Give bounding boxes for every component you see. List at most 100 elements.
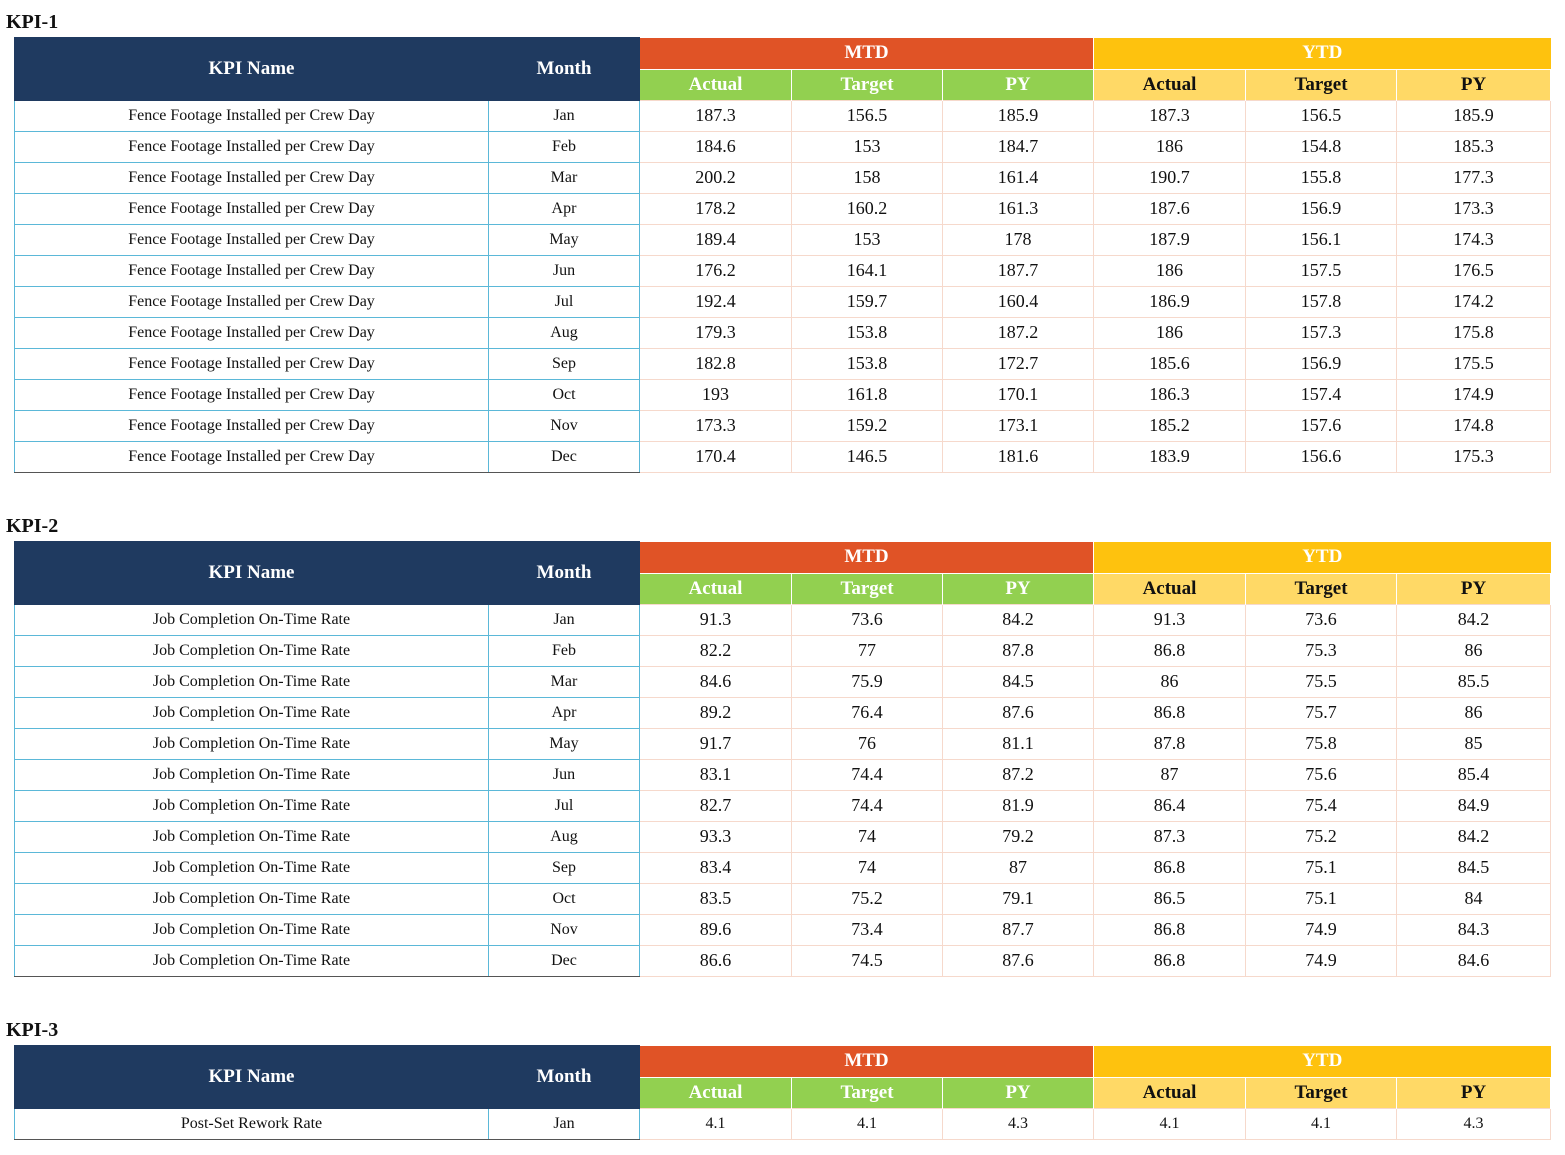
mtd-py-cell: 172.7	[942, 347, 1094, 380]
table-row: Job Completion On-Time Rate Dec 86.6 74.5 87…	[14, 944, 1552, 977]
mtd-py-cell: 161.4	[942, 161, 1094, 194]
ytd-actual-cell: 186	[1093, 316, 1246, 349]
ytd-actual-cell: 86.8	[1093, 851, 1246, 884]
mtd-target-cell: 76	[791, 727, 943, 760]
ytd-actual-cell: 86.4	[1093, 789, 1246, 822]
table-row: Fence Footage Installed per Crew Day Oct 1…	[14, 378, 1552, 411]
mtd-actual-cell: 192.4	[639, 285, 792, 318]
mtd-actual-cell: 178.2	[639, 192, 792, 225]
ytd-target-cell: 157.8	[1245, 285, 1397, 318]
mtd-target-cell: 153	[791, 130, 943, 163]
mtd-py-cell: 84.2	[942, 603, 1094, 636]
mtd-actual-cell: 83.5	[639, 882, 792, 915]
month-cell: Jul	[488, 285, 640, 318]
ytd-actual-cell: 190.7	[1093, 161, 1246, 194]
table-row: Post-Set Rework Rate Jan 4.1 4.1 4.3 4.1 4.1 4.…	[14, 1107, 1552, 1140]
month-cell: May	[488, 727, 640, 760]
mtd-py-cell: 178	[942, 223, 1094, 256]
kpi-name-cell: Fence Footage Installed per Crew Day	[14, 440, 489, 473]
ytd-py-cell: 174.3	[1395, 223, 1552, 256]
kpi-table: KPI Name Month MTD YTD Actual Target PY Actual T…	[14, 37, 1552, 473]
month-header: Month	[488, 541, 640, 605]
ytd-actual-cell: 186	[1093, 130, 1246, 163]
ytd-py-cell: 84	[1395, 882, 1552, 915]
mtd-py-cell: 87.2	[942, 758, 1094, 791]
month-cell: Feb	[488, 130, 640, 163]
mtd-actual-cell: 83.1	[639, 758, 792, 791]
ytd-target-cell: 75.8	[1245, 727, 1397, 760]
ytd-target-cell: 157.3	[1245, 316, 1397, 349]
mtd-target-cell: 76.4	[791, 696, 943, 729]
kpi-name-cell: Job Completion On-Time Rate	[14, 944, 489, 977]
ytd-target-cell: 74.9	[1245, 913, 1397, 946]
mtd-actual-header: Actual	[639, 572, 792, 604]
month-cell: Mar	[488, 161, 640, 194]
month-cell: Nov	[488, 913, 640, 946]
kpi-name-header: KPI Name	[14, 37, 489, 101]
ytd-target-header: Target	[1245, 1076, 1397, 1108]
mtd-target-cell: 73.4	[791, 913, 943, 946]
month-cell: Mar	[488, 665, 640, 698]
mtd-actual-cell: 4.1	[639, 1107, 792, 1140]
mtd-actual-cell: 91.7	[639, 727, 792, 760]
month-cell: Jan	[488, 603, 640, 636]
ytd-target-cell: 75.1	[1245, 882, 1397, 915]
mtd-py-header: PY	[942, 572, 1094, 604]
mtd-py-cell: 87.7	[942, 913, 1094, 946]
table-row: Fence Footage Installed per Crew Day May 1…	[14, 223, 1552, 256]
ytd-py-cell: 84.5	[1395, 851, 1552, 884]
table-row: Fence Footage Installed per Crew Day Sep 1…	[14, 347, 1552, 380]
month-header: Month	[488, 1045, 640, 1109]
mtd-target-cell: 74	[791, 851, 943, 884]
ytd-py-cell: 177.3	[1395, 161, 1552, 194]
mtd-py-cell: 4.3	[942, 1107, 1094, 1140]
kpi-table: KPI Name Month MTD YTD Actual Target PY Actual T…	[14, 541, 1552, 977]
ytd-actual-cell: 186	[1093, 254, 1246, 287]
mtd-target-cell: 74.5	[791, 944, 943, 977]
mtd-py-cell: 81.9	[942, 789, 1094, 822]
ytd-target-cell: 4.1	[1245, 1107, 1397, 1140]
ytd-target-cell: 75.1	[1245, 851, 1397, 884]
mtd-target-cell: 74.4	[791, 789, 943, 822]
kpi-name-cell: Job Completion On-Time Rate	[14, 882, 489, 915]
ytd-actual-cell: 86.8	[1093, 696, 1246, 729]
table-row: Job Completion On-Time Rate Mar 84.6 75.9 84…	[14, 665, 1552, 698]
mtd-target-header: Target	[791, 68, 943, 100]
kpi-name-cell: Fence Footage Installed per Crew Day	[14, 347, 489, 380]
kpi-table: KPI Name Month MTD YTD Actual Target PY Actual T…	[14, 1045, 1552, 1140]
table-row: Job Completion On-Time Rate Jul 82.7 74.4 81…	[14, 789, 1552, 822]
month-header: Month	[488, 37, 640, 101]
kpi-name-cell: Fence Footage Installed per Crew Day	[14, 130, 489, 163]
mtd-actual-cell: 91.3	[639, 603, 792, 636]
mtd-target-cell: 153.8	[791, 347, 943, 380]
kpi-title: KPI-2	[6, 515, 59, 537]
mtd-py-header: PY	[942, 1076, 1094, 1108]
ytd-py-cell: 185.9	[1395, 99, 1552, 132]
ytd-py-header: PY	[1396, 68, 1552, 100]
ytd-target-cell: 75.6	[1245, 758, 1397, 791]
table-row: Job Completion On-Time Rate Jan 91.3 73.6 84…	[14, 603, 1552, 636]
mtd-target-cell: 74.4	[791, 758, 943, 791]
month-cell: Oct	[488, 882, 640, 915]
ytd-py-cell: 173.3	[1395, 192, 1552, 225]
mtd-py-cell: 79.2	[942, 820, 1094, 853]
mtd-py-cell: 84.5	[942, 665, 1094, 698]
kpi-name-cell: Post-Set Rework Rate	[14, 1107, 489, 1140]
table-row: Job Completion On-Time Rate Oct 83.5 75.2 79…	[14, 882, 1552, 915]
ytd-actual-cell: 187.9	[1093, 223, 1246, 256]
mtd-target-cell: 77	[791, 634, 943, 667]
ytd-target-cell: 157.4	[1245, 378, 1397, 411]
table-row: Job Completion On-Time Rate Sep 83.4 74 87 86…	[14, 851, 1552, 884]
ytd-target-cell: 156.9	[1245, 192, 1397, 225]
mtd-header: MTD	[639, 1045, 1094, 1077]
ytd-actual-cell: 86	[1093, 665, 1246, 698]
mtd-target-cell: 73.6	[791, 603, 943, 636]
ytd-py-cell: 85.4	[1395, 758, 1552, 791]
mtd-actual-cell: 173.3	[639, 409, 792, 442]
mtd-actual-cell: 84.6	[639, 665, 792, 698]
ytd-py-cell: 85	[1395, 727, 1552, 760]
ytd-target-cell: 75.4	[1245, 789, 1397, 822]
mtd-target-header: Target	[791, 1076, 943, 1108]
mtd-py-cell: 81.1	[942, 727, 1094, 760]
ytd-actual-header: Actual	[1093, 68, 1246, 100]
